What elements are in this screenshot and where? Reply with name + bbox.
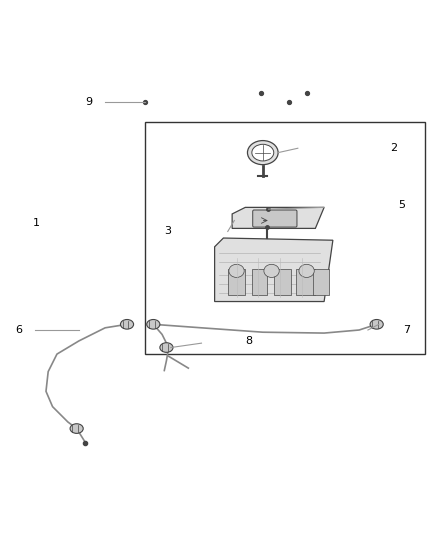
FancyBboxPatch shape [228,269,245,295]
FancyBboxPatch shape [274,269,291,295]
Ellipse shape [160,343,173,352]
Text: 3: 3 [164,227,171,237]
FancyBboxPatch shape [313,269,328,295]
Text: 8: 8 [245,336,252,346]
Text: 2: 2 [390,143,397,154]
Ellipse shape [252,144,274,161]
FancyBboxPatch shape [296,269,315,295]
Text: 5: 5 [399,200,406,210]
Text: 1: 1 [32,217,39,228]
Ellipse shape [147,319,160,329]
Bar [145,122,425,354]
Ellipse shape [370,319,383,329]
FancyBboxPatch shape [253,210,297,227]
FancyBboxPatch shape [252,269,267,295]
Ellipse shape [299,264,314,278]
Polygon shape [232,207,324,229]
Text: 6: 6 [15,325,22,335]
Text: 9: 9 [85,97,92,107]
Ellipse shape [229,264,244,278]
Ellipse shape [264,264,279,278]
Ellipse shape [120,319,134,329]
Ellipse shape [247,141,278,165]
Polygon shape [215,238,333,302]
Ellipse shape [70,424,83,433]
Text: 7: 7 [403,325,410,335]
